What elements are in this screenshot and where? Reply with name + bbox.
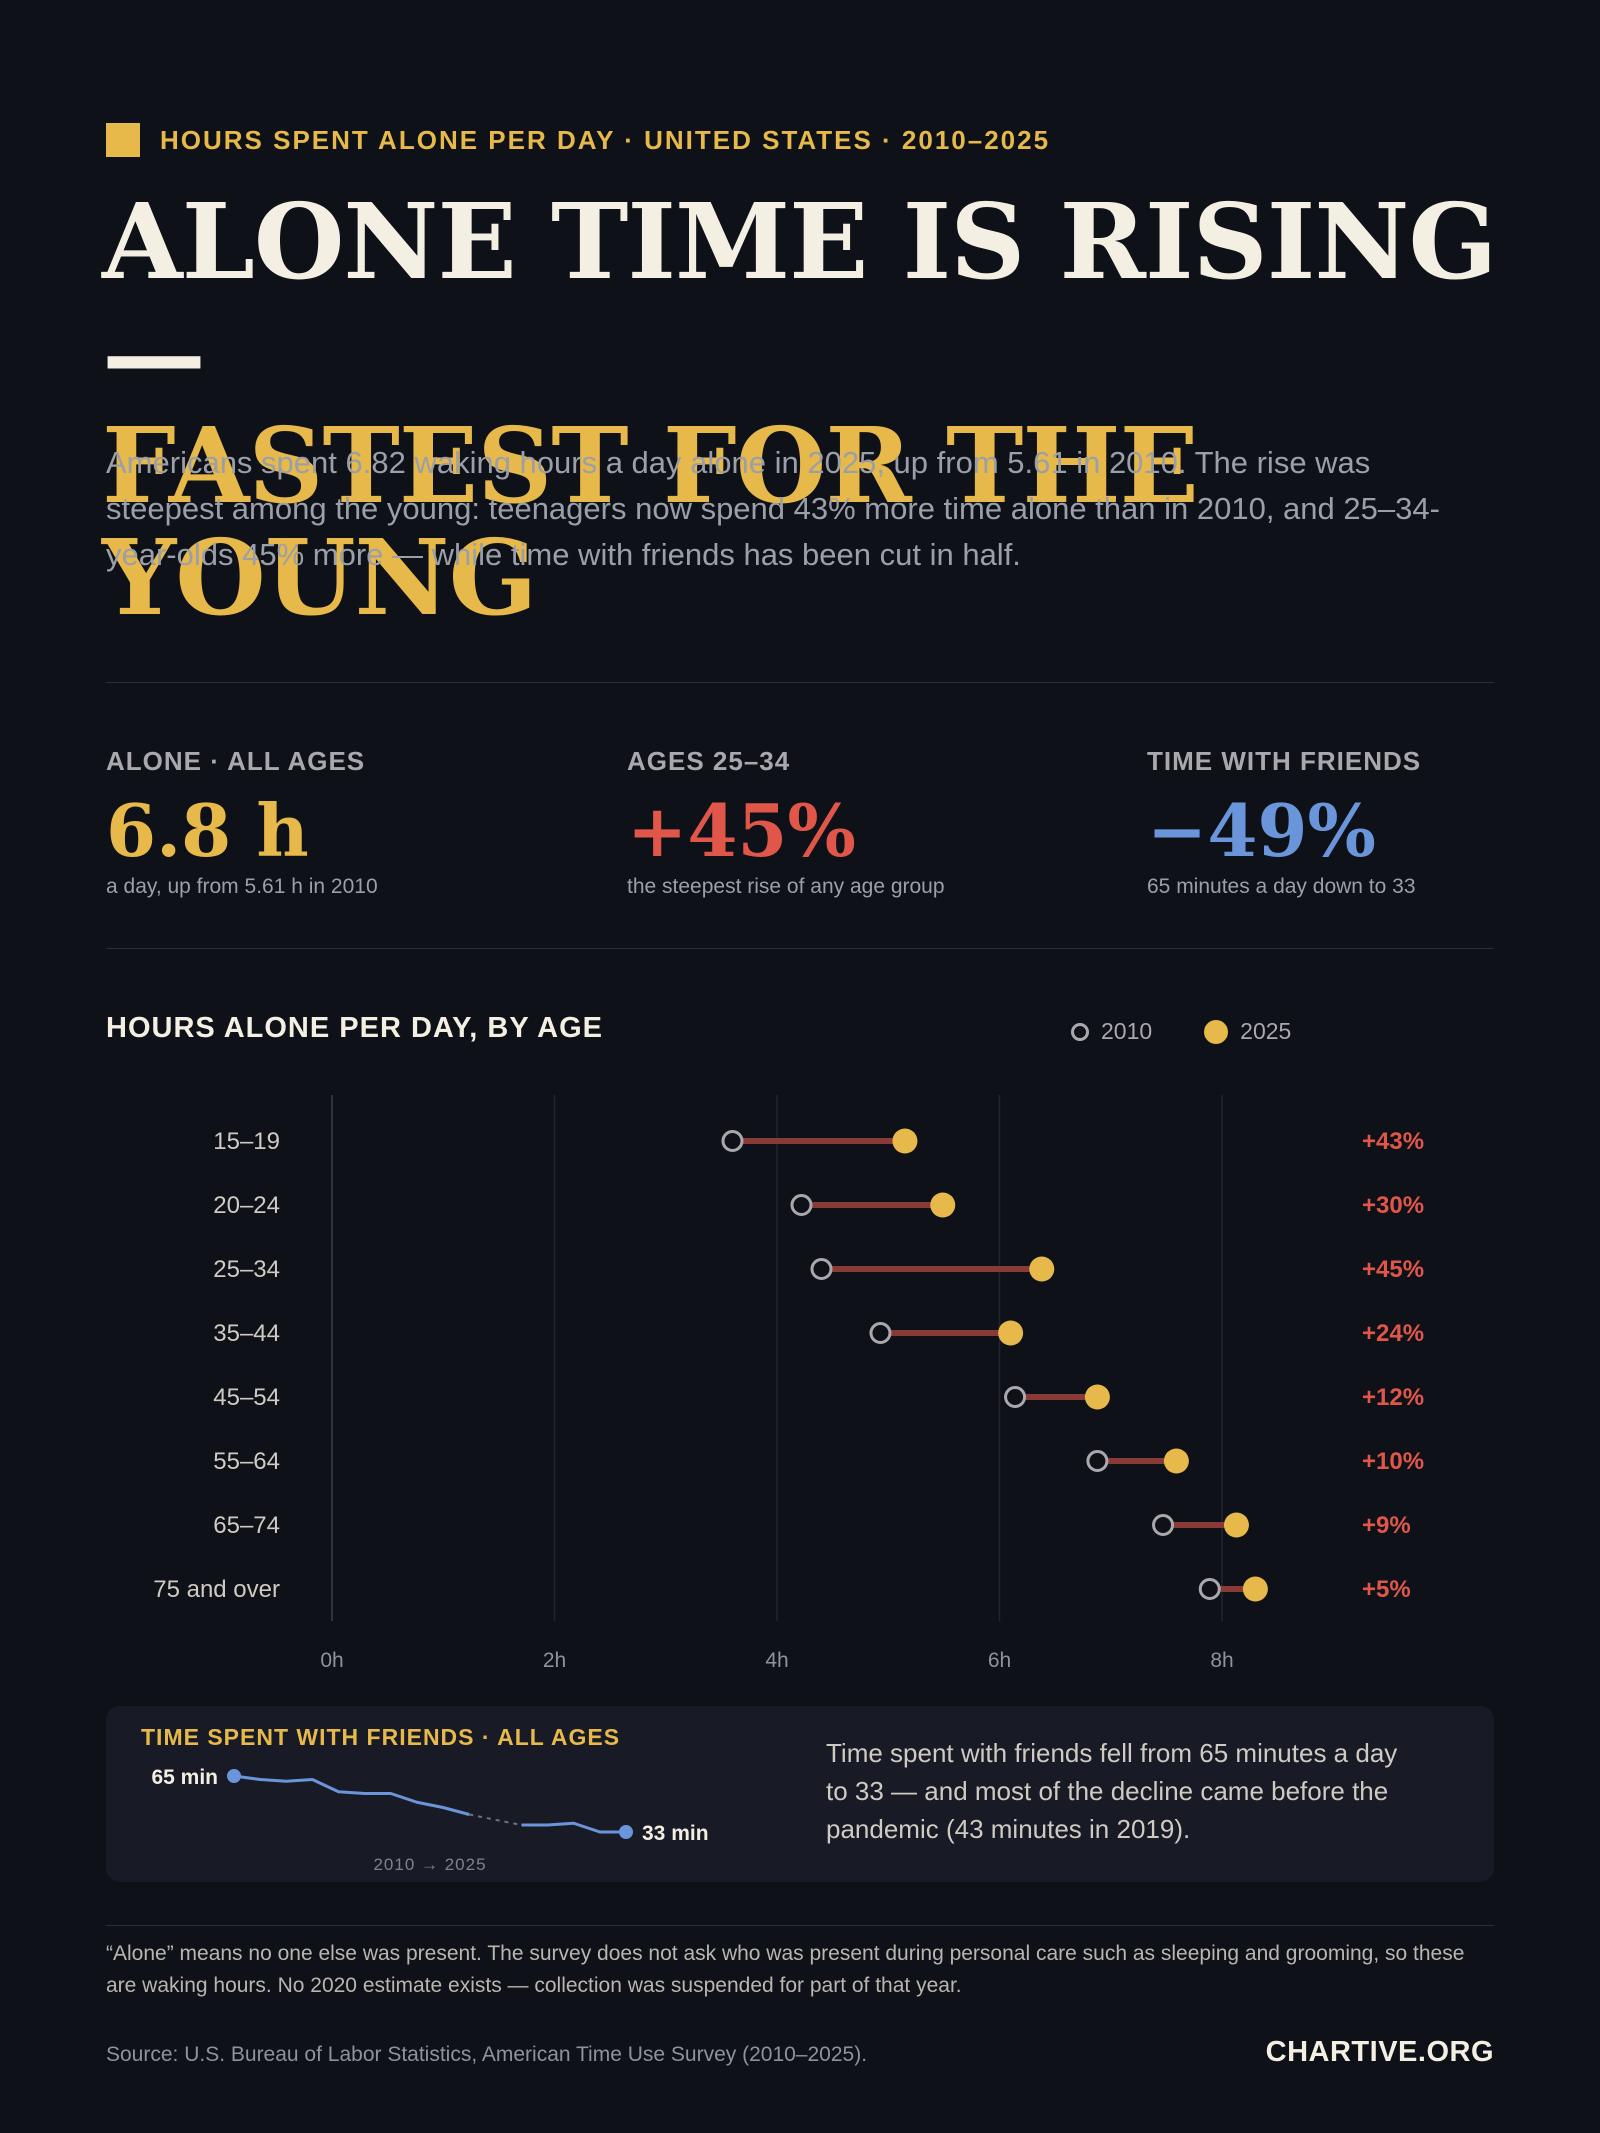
friends-sparkline: 65 min 33 min 2010 → 2025 [151,1766,709,1874]
period-label: 2010 → 2025 [373,1855,486,1874]
change-label: +45% [1362,1256,1424,1283]
legend-label-2010: 2010 [1101,1018,1153,1044]
x-tick-label: 8h [1210,1649,1233,1672]
stat-value: −49% [1147,788,1376,873]
stat-label: AGES 25–34 [627,746,791,776]
kicker-text: HOURS SPENT ALONE PER DAY · UNITED STATE… [160,124,1051,155]
dot-2025 [1242,1576,1268,1602]
dot-2025 [998,1320,1024,1346]
friends-line-segment [233,1774,470,1816]
change-label: +9% [1362,1512,1411,1539]
legend-item-2010: 2010 [1071,1018,1152,1045]
open-circle-icon [1071,1022,1089,1041]
age-group-label: 35–44 [213,1320,280,1347]
age-group-label: 20–24 [213,1192,280,1219]
change-label: +5% [1362,1576,1411,1603]
x-tick-label: 6h [988,1649,1011,1672]
stat-value: +45% [627,788,856,873]
dot-2010 [1086,1450,1109,1472]
dot-2025 [1084,1384,1110,1410]
dot-2010 [1004,1386,1027,1408]
change-label: +24% [1362,1320,1424,1347]
dot-2025 [930,1192,956,1218]
dot-2025 [1223,1512,1249,1538]
chart-title: HOURS ALONE PER DAY, BY AGE [106,1012,604,1044]
change-label: +43% [1362,1128,1424,1155]
dot-2010 [721,1130,744,1152]
dumbbell-chart: 0h 2h 4h 6h 8h 15–19 +43% 20–24 +30% 25–34 +45% 35–… [153,1095,1424,1672]
stat-note: a day, up from 5.61 h in 2010 [106,875,378,898]
x-tick-label: 2h [543,1649,566,1672]
start-point [227,1769,241,1783]
stat-note: 65 minutes a day down to 33 [1147,875,1416,898]
brand-logo: CHARTIVE.ORG [1265,2036,1494,2068]
dot-2010 [810,1258,833,1280]
stat-alone-all-ages: ALONE · ALL AGES 6.8 h a day, up from 5.… [106,746,546,899]
chart-legend: 2010 2025 [1071,1018,1343,1045]
x-tick-label: 4h [765,1649,788,1672]
divider-middle [106,948,1494,949]
age-group-label: 15–19 [213,1128,280,1155]
gap-connector [469,1813,522,1826]
age-group-label: 75 and over [153,1576,280,1603]
dot-2010 [869,1322,892,1344]
x-tick-label: 0h [320,1649,343,1672]
friends-panel-text: Time spent with friends fell from 65 min… [826,1738,1398,1844]
stat-label: ALONE · ALL AGES [106,746,366,776]
friends-line-segment [521,1821,626,1834]
filled-circle-icon [1204,1019,1229,1044]
page-title: ALONE TIME IS RISING — FASTEST FOR THE Y… [102,186,1600,634]
divider-bottom [106,1925,1494,1926]
kicker: HOURS SPENT ALONE PER DAY · UNITED STATE… [106,122,1050,158]
dot-2010 [1152,1514,1175,1536]
dot-2025 [892,1128,918,1154]
age-group-label: 65–74 [213,1512,280,1539]
legend-item-2025: 2025 [1204,1018,1291,1045]
start-value-label: 65 min [151,1766,218,1789]
legend-label-2025: 2025 [1240,1018,1292,1044]
stat-value: 6.8 h [106,788,309,873]
dot-2010 [1198,1578,1221,1600]
friends-panel-title: TIME SPENT WITH FRIENDS · ALL AGES [141,1724,621,1750]
title-line-1: ALONE TIME IS RISING — [102,180,1497,415]
end-point [619,1825,633,1839]
infographic: HOURS SPENT ALONE PER DAY · UNITED STATE… [102,0,1497,2133]
end-value-label: 33 min [642,1822,709,1845]
age-group-label: 45–54 [213,1384,280,1411]
footnote: “Alone” means no one else was present. T… [106,1942,1465,1997]
lede-paragraph: Americans spent 6.82 waking hours a day … [106,445,1440,572]
age-group-label: 55–64 [213,1448,280,1475]
age-group-label: 25–34 [213,1256,280,1283]
dot-2025 [1029,1256,1055,1282]
dot-2010 [790,1194,813,1216]
change-label: +10% [1362,1448,1424,1475]
stat-time-with-friends: TIME WITH FRIENDS −49% 65 minutes a day … [1147,746,1587,899]
kicker-square-icon [106,123,140,157]
title-line-2: FASTEST FOR THE YOUNG [102,404,1199,639]
dot-2025 [1163,1448,1189,1474]
stat-label: TIME WITH FRIENDS [1147,746,1422,776]
source-note: Source: U.S. Bureau of Labor Statistics,… [106,2043,868,2066]
change-label: +30% [1362,1192,1424,1219]
friends-panel: 65 min 33 min 2010 → 2025 TIME SPENT WITH … [106,1706,1494,1882]
stat-ages-25-34: AGES 25–34 +45% the steepest rise of any… [627,746,1067,899]
divider-top [106,682,1494,683]
stat-note: the steepest rise of any age group [627,875,945,898]
change-label: +12% [1362,1384,1424,1411]
